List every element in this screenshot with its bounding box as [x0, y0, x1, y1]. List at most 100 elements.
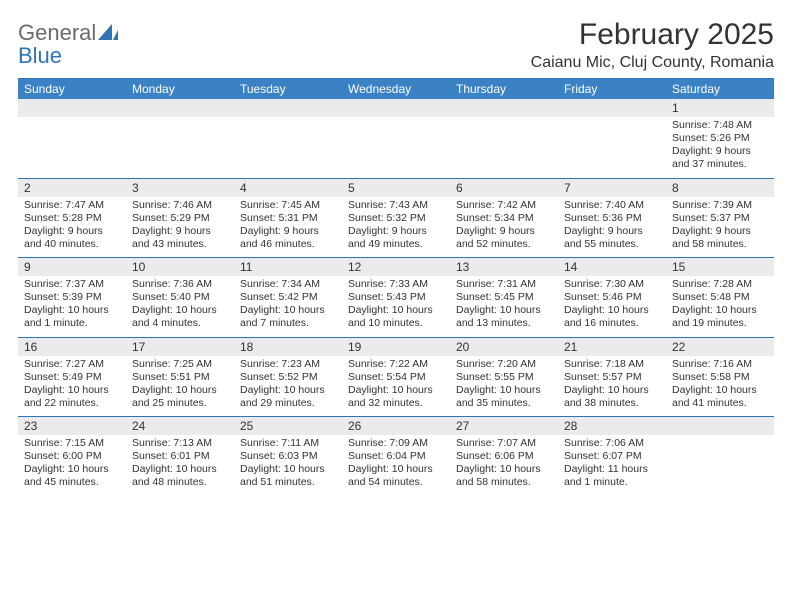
daylight-text: Daylight: 9 hours and 37 minutes. — [672, 145, 768, 171]
daylight-text: Daylight: 9 hours and 49 minutes. — [348, 225, 444, 251]
week: 1Sunrise: 7:48 AMSunset: 5:26 PMDaylight… — [18, 99, 774, 178]
day-number: 25 — [234, 417, 342, 435]
sunset-text: Sunset: 5:49 PM — [24, 371, 120, 384]
header: General Blue February 2025 Caianu Mic, C… — [18, 18, 774, 72]
day-cell: Sunrise: 7:45 AMSunset: 5:31 PMDaylight:… — [234, 197, 342, 258]
day-number: 28 — [558, 417, 666, 435]
daylight-text: Daylight: 9 hours and 46 minutes. — [240, 225, 336, 251]
sunset-text: Sunset: 5:51 PM — [132, 371, 228, 384]
weekday-header: Saturday — [666, 79, 774, 99]
weekday-header: Monday — [126, 79, 234, 99]
day-cell: Sunrise: 7:33 AMSunset: 5:43 PMDaylight:… — [342, 276, 450, 337]
day-cell: Sunrise: 7:34 AMSunset: 5:42 PMDaylight:… — [234, 276, 342, 337]
sunrise-text: Sunrise: 7:43 AM — [348, 199, 444, 212]
day-number: 22 — [666, 338, 774, 356]
day-cell — [666, 435, 774, 496]
sunrise-text: Sunrise: 7:22 AM — [348, 358, 444, 371]
sunrise-text: Sunrise: 7:45 AM — [240, 199, 336, 212]
sunrise-text: Sunrise: 7:09 AM — [348, 437, 444, 450]
day-number — [450, 99, 558, 117]
day-number — [18, 99, 126, 117]
title-block: February 2025 Caianu Mic, Cluj County, R… — [531, 18, 774, 72]
daylight-text: Daylight: 11 hours and 1 minute. — [564, 463, 660, 489]
day-cell: Sunrise: 7:18 AMSunset: 5:57 PMDaylight:… — [558, 356, 666, 417]
calendar-page: General Blue February 2025 Caianu Mic, C… — [0, 0, 792, 496]
day-cell: Sunrise: 7:30 AMSunset: 5:46 PMDaylight:… — [558, 276, 666, 337]
calendar-grid: Sunday Monday Tuesday Wednesday Thursday… — [18, 78, 774, 496]
sail-icon — [98, 24, 118, 45]
location-text: Caianu Mic, Cluj County, Romania — [531, 54, 774, 72]
daylight-text: Daylight: 9 hours and 58 minutes. — [672, 225, 768, 251]
day-cell: Sunrise: 7:06 AMSunset: 6:07 PMDaylight:… — [558, 435, 666, 496]
sunset-text: Sunset: 5:32 PM — [348, 212, 444, 225]
sunrise-text: Sunrise: 7:06 AM — [564, 437, 660, 450]
day-number: 12 — [342, 258, 450, 276]
day-number — [558, 99, 666, 117]
day-cell: Sunrise: 7:43 AMSunset: 5:32 PMDaylight:… — [342, 197, 450, 258]
sunrise-text: Sunrise: 7:18 AM — [564, 358, 660, 371]
daylight-text: Daylight: 10 hours and 38 minutes. — [564, 384, 660, 410]
daylight-text: Daylight: 10 hours and 51 minutes. — [240, 463, 336, 489]
weekday-header: Sunday — [18, 79, 126, 99]
day-cell: Sunrise: 7:20 AMSunset: 5:55 PMDaylight:… — [450, 356, 558, 417]
sunset-text: Sunset: 5:57 PM — [564, 371, 660, 384]
daylight-text: Daylight: 10 hours and 1 minute. — [24, 304, 120, 330]
day-cell: Sunrise: 7:31 AMSunset: 5:45 PMDaylight:… — [450, 276, 558, 337]
month-title: February 2025 — [531, 18, 774, 52]
sunset-text: Sunset: 5:55 PM — [456, 371, 552, 384]
day-number: 3 — [126, 179, 234, 197]
daylight-text: Daylight: 10 hours and 54 minutes. — [348, 463, 444, 489]
sunrise-text: Sunrise: 7:15 AM — [24, 437, 120, 450]
sunset-text: Sunset: 5:48 PM — [672, 291, 768, 304]
sunrise-text: Sunrise: 7:13 AM — [132, 437, 228, 450]
day-number: 27 — [450, 417, 558, 435]
sunrise-text: Sunrise: 7:42 AM — [456, 199, 552, 212]
daylight-text: Daylight: 10 hours and 13 minutes. — [456, 304, 552, 330]
sunset-text: Sunset: 5:52 PM — [240, 371, 336, 384]
day-cell — [234, 117, 342, 178]
day-cell: Sunrise: 7:13 AMSunset: 6:01 PMDaylight:… — [126, 435, 234, 496]
day-number — [342, 99, 450, 117]
weekday-header: Tuesday — [234, 79, 342, 99]
sunrise-text: Sunrise: 7:25 AM — [132, 358, 228, 371]
weekday-header: Thursday — [450, 79, 558, 99]
day-cell: Sunrise: 7:40 AMSunset: 5:36 PMDaylight:… — [558, 197, 666, 258]
day-cell — [558, 117, 666, 178]
sunset-text: Sunset: 5:29 PM — [132, 212, 228, 225]
day-number: 9 — [18, 258, 126, 276]
sunset-text: Sunset: 5:40 PM — [132, 291, 228, 304]
daynum-row: 232425262728 — [18, 417, 774, 435]
day-cell: Sunrise: 7:47 AMSunset: 5:28 PMDaylight:… — [18, 197, 126, 258]
day-content-row: Sunrise: 7:37 AMSunset: 5:39 PMDaylight:… — [18, 276, 774, 337]
day-cell — [342, 117, 450, 178]
day-content-row: Sunrise: 7:48 AMSunset: 5:26 PMDaylight:… — [18, 117, 774, 178]
day-number: 18 — [234, 338, 342, 356]
daylight-text: Daylight: 10 hours and 16 minutes. — [564, 304, 660, 330]
sunset-text: Sunset: 6:01 PM — [132, 450, 228, 463]
day-cell — [450, 117, 558, 178]
sunrise-text: Sunrise: 7:37 AM — [24, 278, 120, 291]
sunset-text: Sunset: 5:39 PM — [24, 291, 120, 304]
day-number: 1 — [666, 99, 774, 117]
sunrise-text: Sunrise: 7:11 AM — [240, 437, 336, 450]
sunset-text: Sunset: 6:07 PM — [564, 450, 660, 463]
sunset-text: Sunset: 5:45 PM — [456, 291, 552, 304]
day-cell — [18, 117, 126, 178]
sunrise-text: Sunrise: 7:39 AM — [672, 199, 768, 212]
sunset-text: Sunset: 5:34 PM — [456, 212, 552, 225]
week: 2345678Sunrise: 7:47 AMSunset: 5:28 PMDa… — [18, 178, 774, 258]
day-cell: Sunrise: 7:16 AMSunset: 5:58 PMDaylight:… — [666, 356, 774, 417]
daynum-row: 9101112131415 — [18, 258, 774, 276]
day-cell: Sunrise: 7:37 AMSunset: 5:39 PMDaylight:… — [18, 276, 126, 337]
day-cell: Sunrise: 7:28 AMSunset: 5:48 PMDaylight:… — [666, 276, 774, 337]
day-number: 13 — [450, 258, 558, 276]
daylight-text: Daylight: 10 hours and 29 minutes. — [240, 384, 336, 410]
day-number: 21 — [558, 338, 666, 356]
sunrise-text: Sunrise: 7:47 AM — [24, 199, 120, 212]
daylight-text: Daylight: 9 hours and 43 minutes. — [132, 225, 228, 251]
day-number: 16 — [18, 338, 126, 356]
daynum-row: 16171819202122 — [18, 338, 774, 356]
day-cell: Sunrise: 7:09 AMSunset: 6:04 PMDaylight:… — [342, 435, 450, 496]
daylight-text: Daylight: 10 hours and 45 minutes. — [24, 463, 120, 489]
daynum-row: 1 — [18, 99, 774, 117]
